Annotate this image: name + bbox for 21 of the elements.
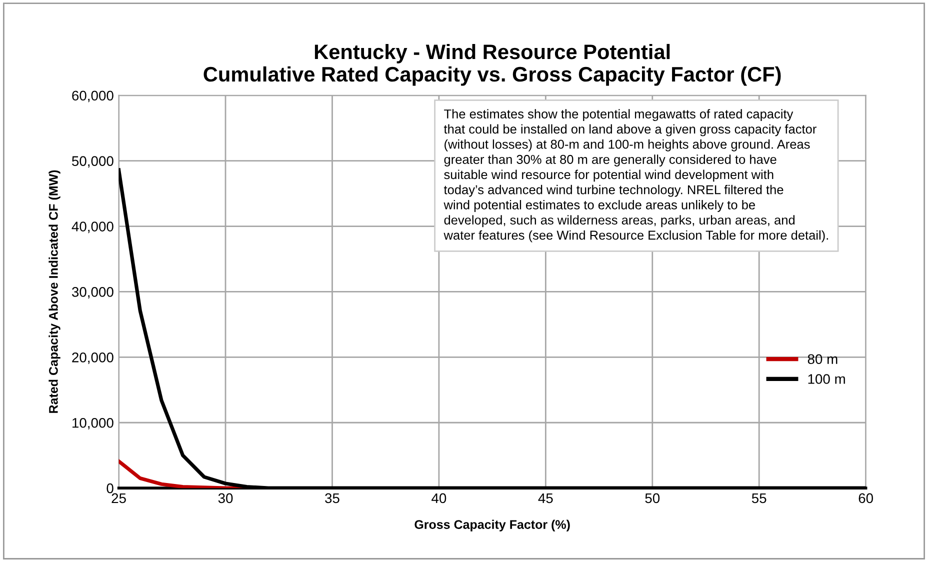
x-tick-label: 35 bbox=[325, 493, 340, 504]
x-tick-label: 60 bbox=[858, 493, 874, 504]
x-tick-label: 50 bbox=[645, 493, 660, 504]
y-axis-title: Rated Capacity Above Indicated CF (MW) bbox=[48, 170, 60, 413]
legend-label: 100 m bbox=[808, 374, 845, 384]
y-tick-label: 30,000 bbox=[72, 287, 114, 299]
x-axis-title: Gross Capacity Factor (%) bbox=[414, 520, 570, 532]
x-tick-label: 25 bbox=[112, 493, 126, 504]
y-tick-label: 0 bbox=[106, 483, 114, 494]
y-tick-label: 40,000 bbox=[72, 222, 114, 234]
x-tick-label: 45 bbox=[538, 493, 553, 504]
x-tick-label: 30 bbox=[218, 493, 233, 504]
y-tick-label: 60,000 bbox=[72, 90, 114, 102]
y-tick-label: 20,000 bbox=[72, 352, 114, 364]
x-tick-label: 40 bbox=[432, 493, 446, 504]
legend-label: 80 m bbox=[808, 354, 838, 364]
y-tick-label: 50,000 bbox=[72, 156, 114, 168]
chart-title: Kentucky - Wind Resource Potential Cumulative Rated Capacity vs. Gross Capacity Factor (CF) bbox=[204, 44, 781, 86]
y-tick-label: 10,000 bbox=[72, 418, 114, 430]
text: The estimates show the potential megawatts of rated capacity that could be installed on land above a given gross capacity factor (without losses) at 80-m and 100-m heights above ground. Areas greater than 30% at 80 m are generally considered to have suitable wind resource for potential wind development with today’s advanced wind turbine technology. NREL filtered the wind potential estimates to exclude areas unlikely to be developed, such as wilderness areas, parks, urban areas, and water features (see Wind Resource Exclusion Table for more detail). bbox=[444, 109, 828, 242]
x-tick-label: 55 bbox=[752, 493, 766, 504]
